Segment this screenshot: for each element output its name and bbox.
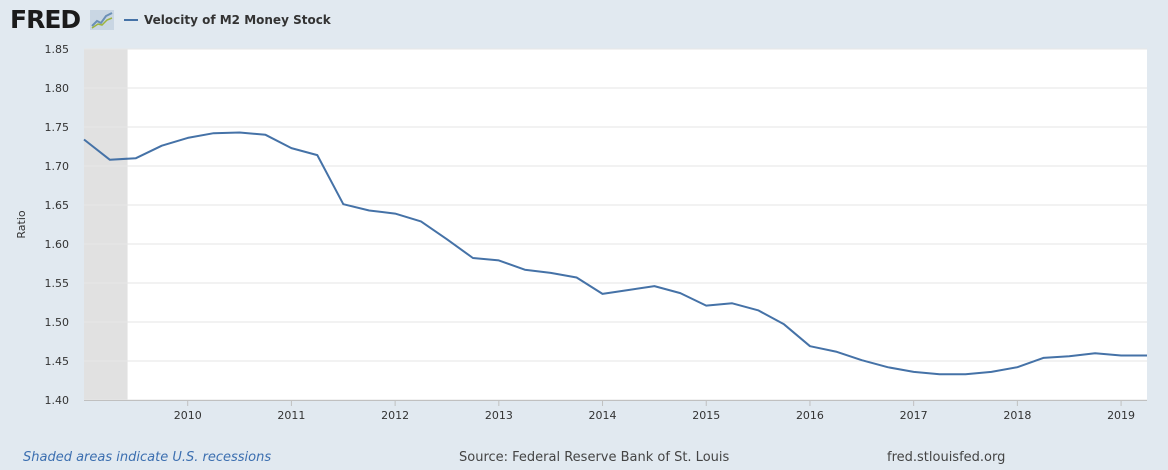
- x-tick-label: 2011: [277, 409, 305, 422]
- y-tick-label: 1.80: [45, 82, 70, 95]
- y-tick-label: 1.75: [45, 121, 70, 134]
- y-tick-label: 1.55: [45, 277, 70, 290]
- y-tick-label: 1.60: [45, 238, 70, 251]
- y-tick-label: 1.70: [45, 160, 70, 173]
- x-tick-label: 2014: [589, 409, 617, 422]
- y-tick-label: 1.50: [45, 316, 70, 329]
- y-tick-label: 1.45: [45, 355, 70, 368]
- y-axis-label: Ratio: [15, 210, 28, 239]
- chart-legend[interactable]: Velocity of M2 Money Stock: [124, 11, 331, 29]
- chart-line-icon: [90, 10, 114, 30]
- fred-logo[interactable]: FRED: [10, 5, 81, 34]
- x-tick-label: 2015: [692, 409, 720, 422]
- y-tick-label: 1.85: [45, 43, 70, 56]
- y-tick-label: 1.40: [45, 394, 70, 407]
- source-text: Source: Federal Reserve Bank of St. Loui…: [459, 450, 730, 465]
- x-tick-label: 2013: [485, 409, 513, 422]
- x-tick-label: 2018: [1003, 409, 1031, 422]
- series-line[interactable]: [83, 131, 1147, 376]
- x-tick-label: 2016: [796, 409, 824, 422]
- x-tick-label: 2017: [900, 409, 928, 422]
- site-link[interactable]: fred.stlouisfed.org: [887, 450, 1006, 465]
- recession-band: [84, 49, 128, 400]
- y-tick-label: 1.65: [45, 199, 70, 212]
- legend-swatch: [124, 19, 138, 21]
- line-chart: 1.40 1.45 1.50 1.55 1.60 1.65 1.70 1.75 1.80 1.85…: [15, 43, 1147, 422]
- chart-header: FRED Velocity of M2 Money Stock: [0, 0, 1168, 40]
- legend-label: Velocity of M2 Money Stock: [144, 13, 331, 27]
- plot-area: [84, 49, 1147, 400]
- x-tick-label: 2019: [1107, 409, 1135, 422]
- recession-note: Shaded areas indicate U.S. recessions: [23, 450, 272, 465]
- x-tick-label: 2010: [174, 409, 202, 422]
- x-tick-label: 2012: [381, 409, 409, 422]
